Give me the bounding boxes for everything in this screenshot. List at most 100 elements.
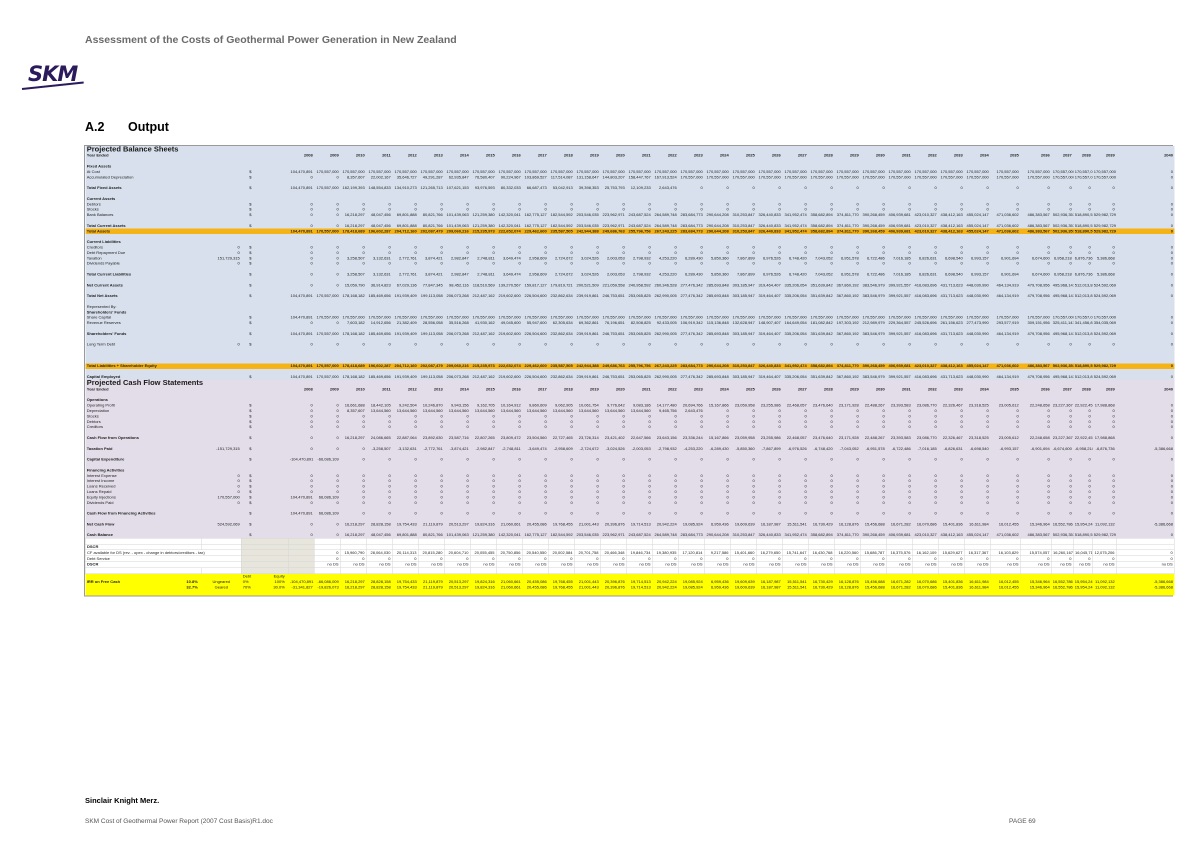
- value-cell: 219,602,600: [496, 293, 523, 299]
- empty-cell: [496, 336, 523, 342]
- empty-cell: [600, 429, 627, 436]
- empty-cell: [834, 516, 861, 522]
- value-cell: 16,187,987: [756, 521, 783, 528]
- value-cell: 121,265,713: [418, 185, 445, 191]
- empty-cell: [201, 392, 242, 398]
- value-cell: 0: [678, 185, 705, 191]
- value-cell: 0: [574, 206, 601, 213]
- value-cell: [860, 309, 887, 315]
- value-cell: 0: [1020, 244, 1052, 251]
- year-header: 2023: [678, 153, 705, 159]
- year-header: 2012: [392, 153, 419, 159]
- value-cell: 0: [808, 473, 835, 479]
- value-cell: [392, 304, 419, 310]
- value-cell: 0: [782, 478, 809, 484]
- value-cell: 283,684,773: [678, 532, 705, 539]
- blank-row: [85, 358, 1175, 364]
- value-cell: 170,557,000: [314, 228, 341, 234]
- year-header: 2010: [340, 386, 367, 393]
- value-cell: 170,557,000: [392, 314, 419, 321]
- empty-cell: [470, 158, 497, 164]
- value-cell: 0: [678, 419, 705, 425]
- value-cell: 170,557,000: [678, 314, 705, 321]
- value-cell: 0: [756, 500, 783, 506]
- value-cell: 0: [1051, 500, 1074, 506]
- empty-cell: [288, 429, 315, 436]
- empty-cell: [964, 573, 991, 580]
- value-cell: 0: [496, 500, 523, 506]
- value-cell: 0: [1092, 260, 1117, 267]
- value-cell: 253,065,825: [626, 331, 653, 337]
- value-cell: 0: [886, 260, 913, 267]
- value-cell: 23,726,314: [574, 435, 601, 441]
- value-cell: -4,253,220: [678, 446, 705, 452]
- value-cell: 2,772,761: [392, 271, 419, 278]
- empty-cell: [85, 266, 202, 272]
- value-cell: 0: [1116, 402, 1175, 409]
- empty-cell: [600, 179, 627, 186]
- value-cell: 0: [964, 260, 991, 267]
- empty-cell: [340, 179, 367, 186]
- value-cell: 0: [938, 413, 965, 420]
- value-cell: 0: [444, 413, 471, 420]
- empty-cell: [652, 505, 679, 511]
- value-cell: 0: [314, 408, 341, 414]
- value-cell: 170,557,000: [652, 314, 679, 321]
- value-cell: 303,185,947: [730, 282, 757, 288]
- value-cell: 0: [990, 483, 1021, 490]
- value-cell: 0: [392, 419, 419, 425]
- empty-cell: [678, 233, 705, 240]
- empty-cell: [548, 287, 575, 294]
- value-cell: 0: [314, 201, 341, 207]
- empty-cell: [1116, 277, 1175, 283]
- empty-cell: [418, 352, 445, 359]
- value-cell: 170,557,000: [418, 169, 445, 175]
- empty-cell: [652, 266, 679, 272]
- empty-cell: [600, 217, 627, 224]
- value-cell: 170,557,000: [1051, 314, 1074, 321]
- empty-cell: [470, 190, 497, 197]
- empty-cell: [288, 352, 315, 359]
- value-cell: 471,036,602: [990, 532, 1021, 539]
- value-cell: 0: [782, 244, 809, 251]
- empty-cell: [444, 505, 471, 511]
- value-cell: 0: [314, 419, 341, 425]
- empty-cell: [886, 429, 913, 436]
- value-cell: 19,714,513: [626, 579, 653, 585]
- empty-cell: [366, 589, 393, 596]
- year-header: 2025: [730, 153, 757, 159]
- empty-cell: [418, 368, 445, 375]
- value-cell: 23,318,525: [964, 435, 991, 441]
- empty-cell: [314, 298, 341, 305]
- value-cell: 0: [938, 489, 965, 495]
- empty-cell: [522, 516, 549, 522]
- empty-cell: [444, 233, 471, 240]
- empty-cell: [782, 287, 809, 294]
- empty-cell: [652, 527, 679, 533]
- value-cell: [626, 239, 653, 245]
- value-cell: 374,811,770: [834, 532, 861, 539]
- value-cell: 0: [444, 341, 471, 348]
- empty-cell: [1051, 505, 1074, 511]
- empty-cell: [288, 451, 315, 457]
- empty-cell: [730, 233, 757, 240]
- value-cell: 23,421,402: [600, 435, 627, 441]
- value-cell: 0: [704, 483, 731, 490]
- value-cell: 2,724,672: [548, 271, 575, 278]
- value-cell: 0: [1116, 489, 1175, 495]
- value-cell: 19,085,924: [678, 584, 705, 590]
- empty-cell: [834, 358, 861, 364]
- empty-cell: [860, 358, 887, 364]
- value-cell: [1092, 239, 1117, 245]
- empty-cell: [834, 451, 861, 457]
- value-cell: 9,860,609: [522, 402, 549, 409]
- value-cell: 0: [808, 413, 835, 420]
- currency-unit: $: [241, 424, 289, 430]
- value-cell: 374,811,770: [834, 363, 861, 369]
- empty-cell: [1051, 352, 1074, 359]
- empty-cell: [626, 462, 653, 468]
- value-cell: 170,557,000: [860, 174, 887, 180]
- value-cell: 0: [886, 341, 913, 348]
- value-cell: [808, 467, 835, 474]
- value-cell: 104,470,891: [288, 185, 315, 191]
